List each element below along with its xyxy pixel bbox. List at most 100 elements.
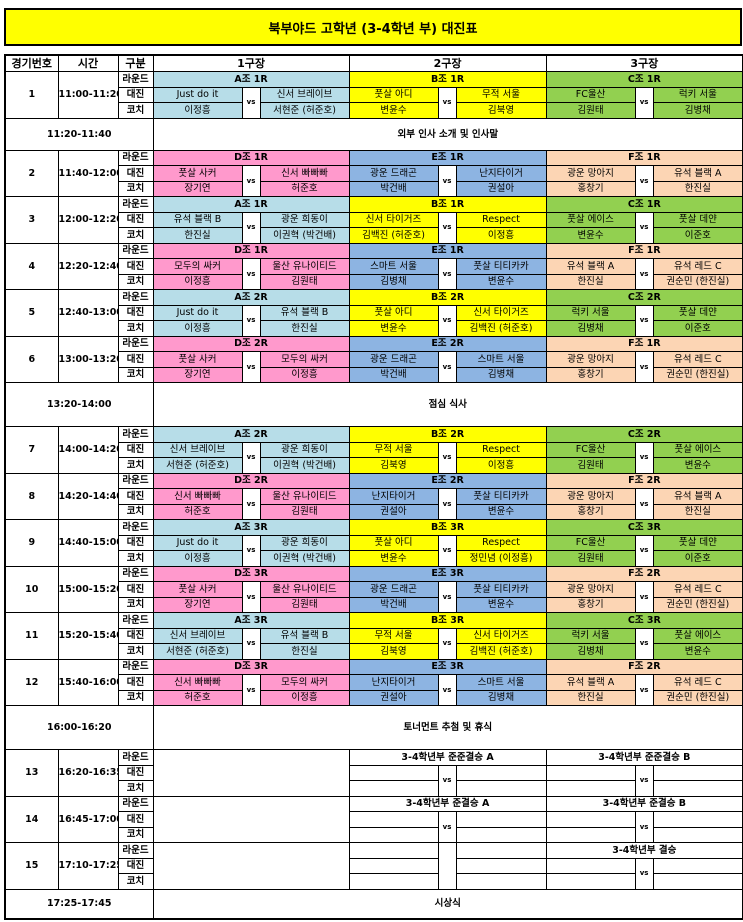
match-row: 10 15:00-15:20 라운드 D조 3R E조 3R F조 2R bbox=[4, 565, 743, 613]
match-row: 코치 장기연 이정흥 박건배 김병채 홍창기 권순민 (한진실) bbox=[5, 366, 743, 383]
coach-1: 변윤수 bbox=[348, 320, 439, 337]
round-cell: A조 3R bbox=[152, 612, 350, 629]
coach-label: 코치 bbox=[117, 366, 154, 383]
vs-label: vs bbox=[241, 86, 261, 119]
coach-label: 코치 bbox=[117, 457, 154, 474]
team-2: 모두의 싸커 bbox=[259, 351, 350, 368]
team-1: FC울산 bbox=[545, 441, 636, 458]
team-2: Respect bbox=[455, 441, 547, 458]
round-cell: E조 1R bbox=[348, 149, 547, 166]
team-2: 스마트 서울 bbox=[455, 351, 547, 368]
vs-label: vs bbox=[437, 304, 457, 337]
match-row: 코치 이정흥 한진실 변윤수 김백진 (허준호) 김병채 이준호 bbox=[5, 320, 743, 337]
match-label: 대진 bbox=[117, 811, 154, 828]
team-2: 럭키 서울 bbox=[652, 86, 743, 103]
match-row: 7 14:00-14:20 라운드 A조 2R B조 2R C조 2R bbox=[4, 426, 743, 474]
coach-label: 코치 bbox=[117, 227, 154, 244]
team-2 bbox=[455, 857, 547, 874]
round-cell: A조 1R bbox=[152, 71, 350, 88]
coach-label: 코치 bbox=[117, 826, 154, 843]
team-2 bbox=[652, 857, 743, 874]
team-1: Just do it bbox=[152, 534, 243, 551]
match-row: 코치 이정흥 이권혁 (박건배) 변윤수 정민념 (이정흥) 김원태 이준호 bbox=[5, 550, 743, 567]
coach-2: 김원태 bbox=[259, 503, 350, 520]
coach-1: 홍창기 bbox=[545, 596, 636, 613]
team-1: 광운 망아지 bbox=[545, 581, 636, 598]
round-cell: A조 2R bbox=[152, 289, 350, 306]
vs-label: vs bbox=[437, 351, 457, 383]
coach-2: 김원태 bbox=[259, 596, 350, 613]
team-2 bbox=[652, 811, 743, 828]
coach-label: 코치 bbox=[117, 643, 154, 660]
vs-label: vs bbox=[634, 351, 654, 383]
round-cell: C조 2R bbox=[545, 426, 743, 443]
match-row: 코치 bbox=[5, 826, 743, 843]
match-row: 2 11:40-12:00 라운드 D조 1R E조 1R F조 1R bbox=[4, 149, 743, 197]
round-cell: E조 3R bbox=[348, 658, 547, 675]
round-cell: B조 3R bbox=[348, 612, 547, 629]
match-time: 11:00-11:20 bbox=[57, 71, 119, 119]
match-number: 15 bbox=[4, 842, 59, 890]
match-label: 대진 bbox=[117, 211, 154, 228]
match-label: 대진 bbox=[117, 441, 154, 458]
team-2: 신서 타이거즈 bbox=[455, 627, 547, 644]
coach-label: 코치 bbox=[117, 503, 154, 520]
round-label: 라운드 bbox=[117, 749, 154, 766]
team-2: 신서 타이거즈 bbox=[455, 304, 547, 321]
round-cell: 3-4학년부 준준결승 A bbox=[348, 749, 547, 766]
match-number: 10 bbox=[4, 565, 59, 613]
match-time: 14:00-14:20 bbox=[57, 426, 119, 474]
team-2: 울산 유나이티드 bbox=[259, 488, 350, 505]
coach-2 bbox=[652, 873, 743, 890]
coach-1 bbox=[545, 780, 636, 797]
coach-2: 정민념 (이정흥) bbox=[455, 550, 547, 567]
match-row: 14 16:45-17:00 라운드 3-4학년부 준결승 A 3-4학년부 준결승 B bbox=[4, 795, 743, 843]
match-row: 코치 bbox=[5, 873, 743, 890]
break-time: 13:20-14:00 bbox=[4, 382, 154, 427]
coach-2: 김병채 bbox=[652, 102, 743, 119]
match-number: 11 bbox=[4, 612, 59, 660]
coach-label: 코치 bbox=[117, 550, 154, 567]
vs-label: vs bbox=[437, 211, 457, 244]
coach-2: 권설아 bbox=[455, 180, 547, 197]
coach-1: 이정흥 bbox=[152, 102, 243, 119]
round-label: 라운드 bbox=[117, 795, 154, 812]
match-row: 코치 이정흥 서현준 (허준호) 변윤수 김북영 김원태 김병채 bbox=[5, 102, 743, 119]
round-cell: D조 1R bbox=[152, 149, 350, 166]
match-time: 16:20-16:35 bbox=[57, 749, 119, 797]
team-2: 유석 블랙 B bbox=[259, 304, 350, 321]
match-time: 14:20-14:40 bbox=[57, 472, 119, 520]
match-time: 14:40-15:00 bbox=[57, 519, 119, 567]
coach-2: 이정흥 bbox=[259, 366, 350, 383]
coach-1: 한진실 bbox=[545, 689, 636, 706]
vs-label: vs bbox=[437, 764, 457, 797]
round-label: 라운드 bbox=[117, 335, 154, 352]
round-cell: C조 2R bbox=[545, 289, 743, 306]
coach-label: 코치 bbox=[117, 180, 154, 197]
vs-label: vs bbox=[437, 627, 457, 660]
coach-2: 권순민 (한진실) bbox=[652, 596, 743, 613]
match-number: 7 bbox=[4, 426, 59, 474]
match-number: 3 bbox=[4, 196, 59, 244]
header-field-3: 3구장 bbox=[545, 54, 743, 72]
team-2: 유석 블랙 B bbox=[259, 627, 350, 644]
coach-1: 서현준 (허준호) bbox=[152, 643, 243, 660]
vs-label: vs bbox=[241, 351, 261, 383]
coach-1 bbox=[348, 873, 439, 890]
match-row: 11 15:20-15:40 라운드 A조 3R B조 3R C조 3R bbox=[4, 612, 743, 660]
round-label: 라운드 bbox=[117, 842, 154, 859]
team-1: 신서 타이거즈 bbox=[348, 211, 439, 228]
match-label: 대진 bbox=[117, 258, 154, 275]
round-cell: D조 3R bbox=[152, 565, 350, 582]
vs-label: vs bbox=[241, 627, 261, 660]
match-label: 대진 bbox=[117, 857, 154, 874]
team-2: 풋살 에이스 bbox=[652, 627, 743, 644]
coach-1: 김병채 bbox=[545, 320, 636, 337]
round-cell: 3-4학년부 준준결승 B bbox=[545, 749, 743, 766]
vs-cell bbox=[437, 842, 457, 890]
round-cell: D조 3R bbox=[152, 658, 350, 675]
vs-label: vs bbox=[634, 627, 654, 660]
match-row: 대진 풋살 사커 vs 울산 유나이티드 광운 드래곤 vs 풋살 티티카카 광운 망아지 vs… bbox=[5, 581, 743, 613]
match-label: 대진 bbox=[117, 674, 154, 691]
team-2: 광운 희동이 bbox=[259, 211, 350, 228]
